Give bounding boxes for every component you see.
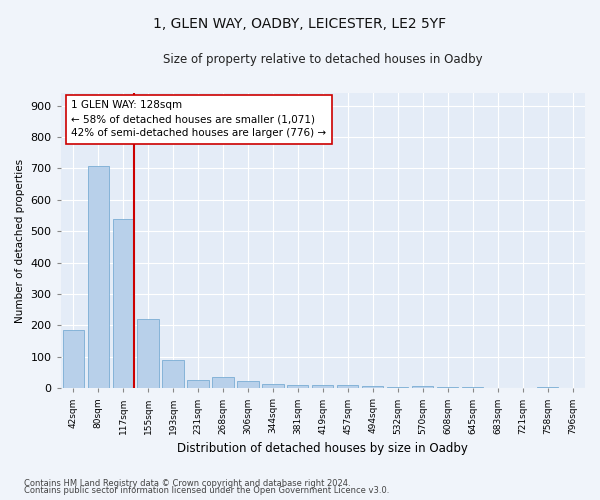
Bar [412,386,433,388]
Y-axis label: Number of detached properties: Number of detached properties [15,158,25,322]
Bar [337,385,358,388]
Bar [287,385,308,388]
Bar [312,385,334,388]
Bar [387,386,409,388]
Bar [163,360,184,388]
Bar [262,384,284,388]
Text: Contains HM Land Registry data © Crown copyright and database right 2024.: Contains HM Land Registry data © Crown c… [24,478,350,488]
Title: Size of property relative to detached houses in Oadby: Size of property relative to detached ho… [163,52,482,66]
Text: 1, GLEN WAY, OADBY, LEICESTER, LE2 5YF: 1, GLEN WAY, OADBY, LEICESTER, LE2 5YF [154,18,446,32]
Text: 1 GLEN WAY: 128sqm
← 58% of detached houses are smaller (1,071)
42% of semi-deta: 1 GLEN WAY: 128sqm ← 58% of detached hou… [71,100,326,138]
X-axis label: Distribution of detached houses by size in Oadby: Distribution of detached houses by size … [178,442,468,455]
Bar [62,330,84,388]
Bar [88,166,109,388]
Bar [437,386,458,388]
Bar [113,220,134,388]
Bar [137,319,159,388]
Bar [212,378,233,388]
Bar [187,380,209,388]
Bar [462,386,483,388]
Text: Contains public sector information licensed under the Open Government Licence v3: Contains public sector information licen… [24,486,389,495]
Bar [537,386,558,388]
Bar [362,386,383,388]
Bar [238,382,259,388]
